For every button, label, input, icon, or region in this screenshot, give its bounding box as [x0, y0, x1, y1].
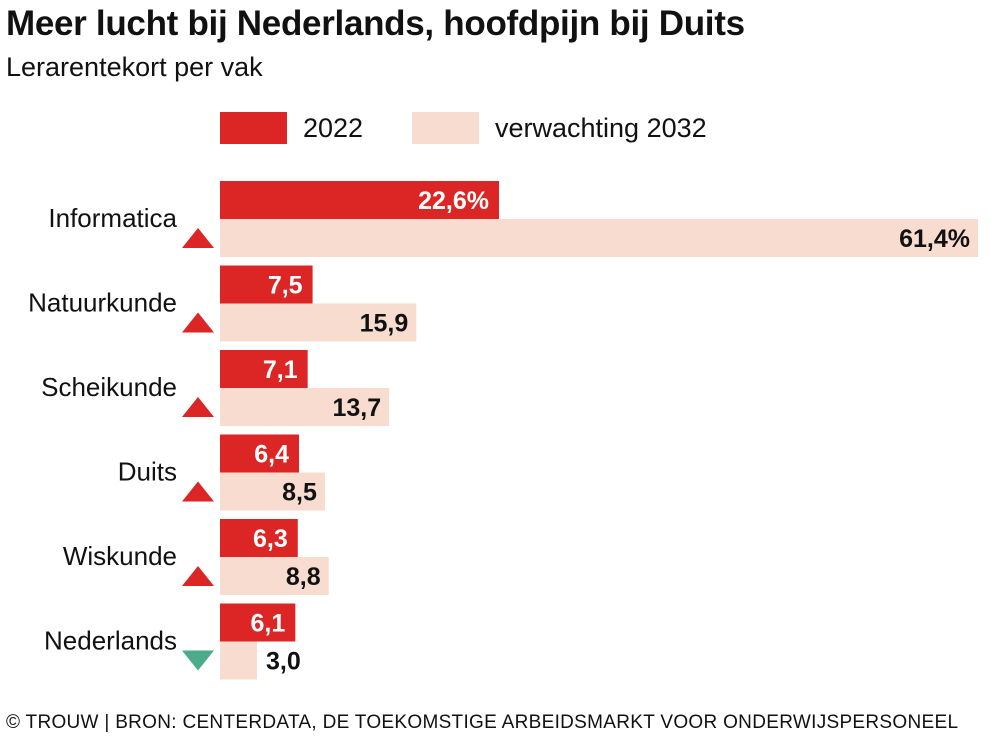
bar-2022-informatica — [220, 181, 500, 219]
category-label-wiskunde: Wiskunde — [63, 541, 177, 571]
data-label-2032-informatica: 61,4% — [899, 225, 970, 253]
category-label-nederlands: Nederlands — [44, 626, 177, 656]
bar-2032-natuurkunde — [220, 303, 417, 342]
bar-2022-wiskunde — [220, 519, 298, 557]
bar-2032-informatica — [220, 219, 978, 257]
trend-up-icon — [182, 397, 214, 417]
trend-up-icon — [182, 228, 214, 248]
data-label-2022-wiskunde: 6,3 — [253, 525, 288, 553]
legend-label-2022: 2022 — [303, 112, 364, 143]
data-label-2032-nederlands: 3,0 — [266, 648, 301, 676]
data-label-2032-duits: 8,5 — [282, 479, 317, 507]
category-label-natuurkunde: Natuurkunde — [28, 288, 177, 318]
data-label-2032-scheikunde: 13,7 — [332, 394, 381, 422]
bar-2022-duits — [220, 434, 300, 473]
chart-title: Meer lucht bij Nederlands, hoofdpijn bij… — [6, 4, 745, 43]
chart-subtitle: Lerarentekort per vak — [6, 52, 263, 82]
legend-item-2022: 2022 — [220, 112, 363, 144]
legend-item-2032: verwachting 2032 — [412, 112, 707, 144]
data-label-2022-duits: 6,4 — [254, 441, 289, 469]
trend-up-icon — [182, 312, 214, 333]
trend-down-icon — [182, 650, 214, 671]
bar-2032-duits — [220, 472, 325, 511]
bar-2022-natuurkunde — [220, 265, 313, 304]
legend-swatch-2022 — [220, 112, 287, 144]
trend-up-icon — [182, 566, 214, 586]
legend-label-2032: verwachting 2032 — [495, 112, 707, 143]
data-label-2022-nederlands: 6,1 — [251, 610, 286, 638]
data-label-2032-natuurkunde: 15,9 — [360, 310, 409, 338]
data-label-2022-informatica: 22,6% — [418, 187, 489, 215]
source-credit: © TROUW | BRON: CENTERDATA, DE TOEKOMSTI… — [6, 712, 959, 733]
bar-2032-nederlands — [220, 641, 258, 680]
bar-2032-scheikunde — [220, 388, 390, 426]
bar-2022-nederlands — [220, 603, 296, 642]
category-label-scheikunde: Scheikunde — [41, 372, 177, 402]
data-label-2022-natuurkunde: 7,5 — [268, 272, 303, 300]
category-label-informatica: Informatica — [48, 203, 177, 233]
data-label-2032-wiskunde: 8,8 — [286, 563, 321, 591]
category-label-duits: Duits — [118, 457, 177, 487]
data-label-2022-scheikunde: 7,1 — [263, 356, 298, 384]
bar-2032-wiskunde — [220, 557, 329, 595]
legend-swatch-2032 — [412, 112, 479, 144]
trend-up-icon — [182, 481, 214, 502]
bar-2022-scheikunde — [220, 350, 308, 388]
